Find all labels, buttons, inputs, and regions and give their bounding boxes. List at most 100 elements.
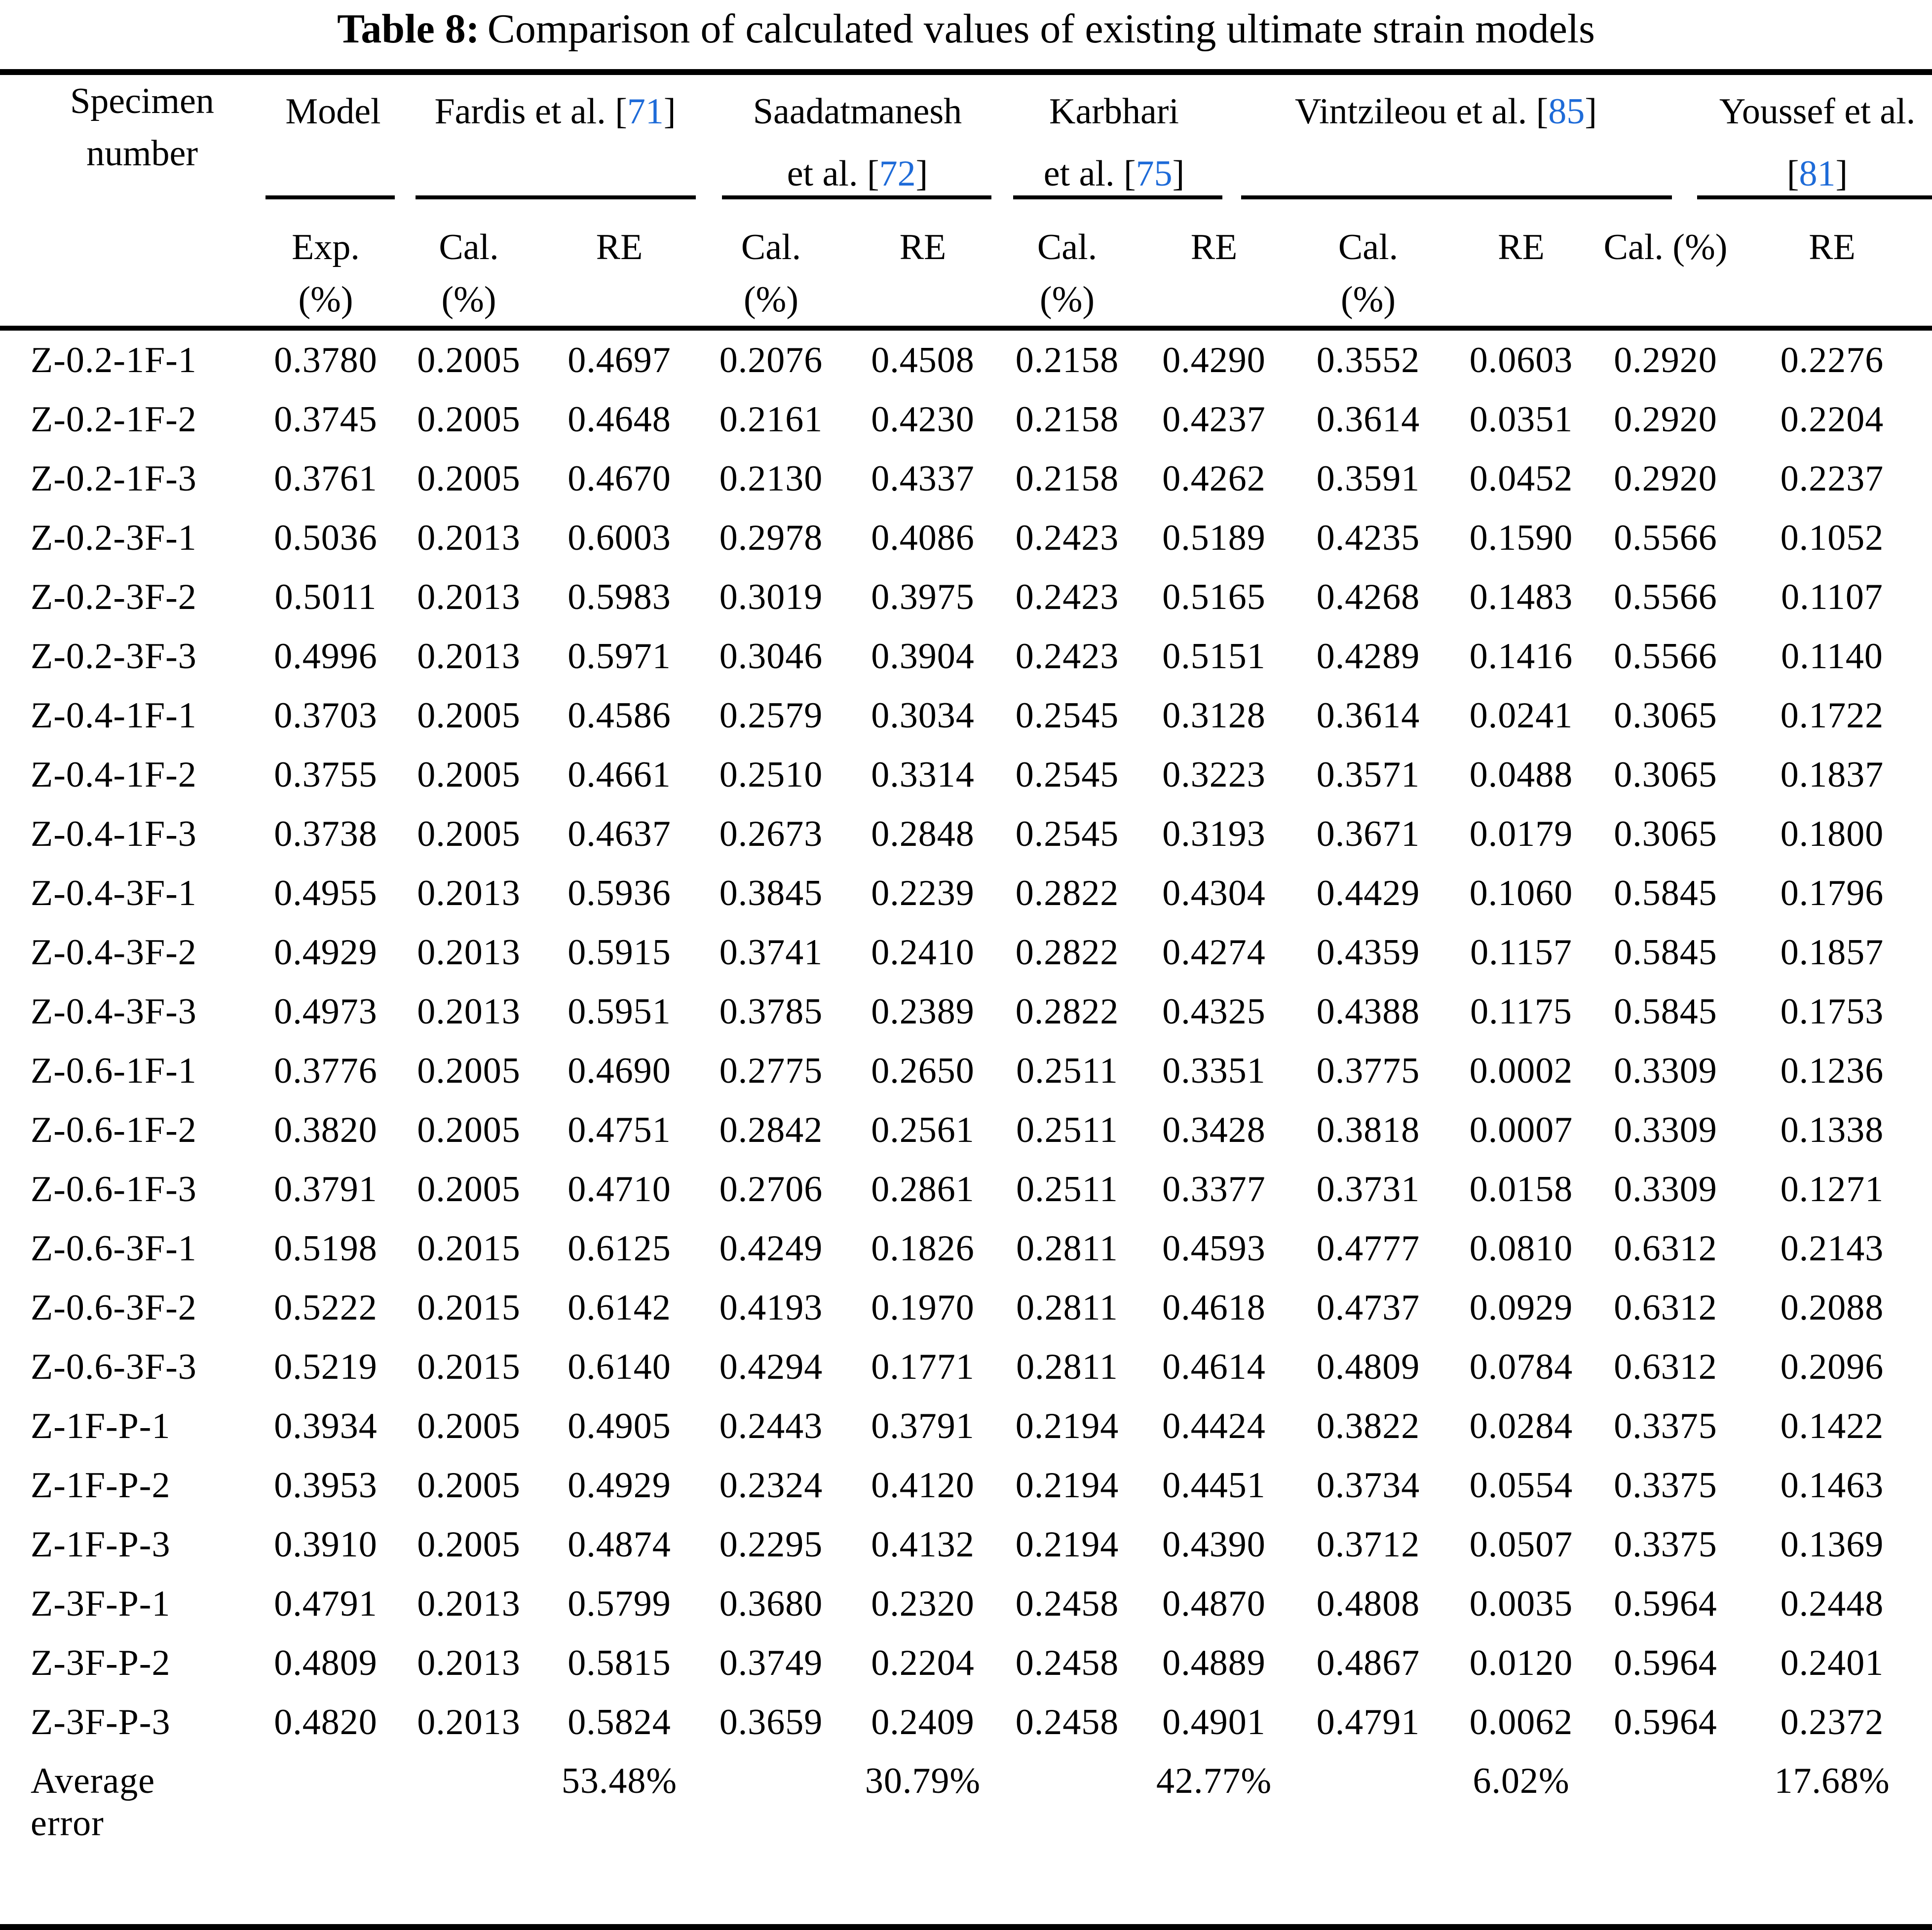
karbhari-cal-cell: 0.2811: [1016, 1346, 1118, 1387]
table-row: Z-0.4-1F-2 0.3755 0.2005 0.4661 0.2510 0…: [0, 745, 1932, 804]
empty-cell: [1599, 1752, 1733, 1930]
column-group-karbhari: Karbhari et al. [75]: [999, 69, 1293, 199]
table-row: Z-0.2-3F-2 0.5011 0.2013 0.5983 0.3019 0…: [0, 568, 1932, 627]
column-header-vintzileou-re: RE: [1443, 199, 1599, 331]
youssef-re-cell: 0.2448: [1780, 1583, 1884, 1624]
group-underline: [416, 195, 696, 199]
column-header-saadatmanesh-re: RE: [846, 199, 1000, 331]
karbhari-re-cell: 0.4274: [1162, 932, 1266, 973]
subheader-line2: (%): [298, 279, 353, 320]
group-saadatmanesh-label: Saadatmanesh: [753, 91, 962, 132]
karbhari-re-cell: 0.4618: [1162, 1287, 1266, 1328]
saadatmanesh-re-cell: 0.4086: [871, 517, 975, 558]
subheader-line1: Cal.: [439, 227, 499, 267]
karbhari-cal-cell: 0.2511: [1016, 1169, 1118, 1210]
citation-link-75[interactable]: 75: [1136, 153, 1173, 194]
saadatmanesh-cal-cell: 0.2130: [719, 458, 823, 499]
exp-cell: 0.3820: [274, 1109, 378, 1150]
karbhari-cal-cell: 0.2822: [1015, 991, 1119, 1032]
subheader-line1: RE: [1190, 227, 1238, 267]
karbhari-re-cell: 0.4424: [1162, 1405, 1266, 1446]
vintzileou-cal-cell: 0.4808: [1316, 1583, 1420, 1624]
youssef-re-cell: 0.1236: [1780, 1050, 1884, 1091]
fardis-cal-cell: 0.2005: [417, 695, 521, 736]
exp-cell: 0.4820: [274, 1702, 378, 1742]
karbhari-cal-cell: 0.2423: [1015, 517, 1119, 558]
saadatmanesh-cal-cell: 0.2673: [719, 813, 823, 854]
fardis-re-cell: 0.5983: [568, 576, 671, 617]
youssef-cal-cell: 0.2920: [1614, 399, 1717, 440]
fardis-cal-cell: 0.2005: [417, 813, 521, 854]
citation-link-71[interactable]: 71: [627, 91, 664, 132]
citation-link-81[interactable]: 81: [1799, 153, 1836, 194]
exp-cell: 0.4955: [274, 872, 378, 913]
saadatmanesh-re-cell: 0.4508: [871, 340, 975, 380]
column-header-saadatmanesh-cal: Cal. (%): [696, 199, 846, 331]
fardis-re-cell: 0.5951: [568, 991, 671, 1032]
specimen-cell: Z-0.4-1F-3: [31, 813, 197, 854]
vintzileou-cal-cell: 0.3712: [1316, 1524, 1420, 1565]
specimen-header-line1: Specimen: [70, 81, 214, 121]
youssef-re-cell: 0.1338: [1780, 1109, 1884, 1150]
table-caption-text: Comparison of calculated values of exist…: [487, 6, 1595, 52]
exp-cell: 0.4791: [274, 1583, 378, 1624]
karbhari-cal-cell: 0.2458: [1015, 1702, 1119, 1742]
subheader-line1: RE: [596, 227, 643, 267]
empty-cell: [1293, 1752, 1444, 1930]
youssef-re-cell: 0.1140: [1781, 636, 1883, 677]
bracket-close: ]: [663, 91, 676, 132]
youssef-re-cell: 0.1857: [1780, 932, 1884, 973]
youssef-cal-cell: 0.5845: [1614, 872, 1717, 913]
exp-cell: 0.5219: [274, 1346, 378, 1387]
table-row: Z-0.6-1F-2 0.3820 0.2005 0.4751 0.2842 0…: [0, 1100, 1932, 1160]
citation-link-85[interactable]: 85: [1548, 91, 1585, 132]
fardis-re-cell: 0.5799: [568, 1583, 671, 1624]
karbhari-cal-cell: 0.2194: [1015, 1405, 1119, 1446]
fardis-re-cell: 0.4874: [568, 1524, 671, 1565]
exp-cell: 0.5222: [274, 1287, 378, 1328]
fardis-re-cell: 0.4929: [568, 1465, 671, 1506]
group-fardis-label: Fardis et al.: [434, 91, 606, 132]
column-header-vintzileou-cal: Cal. (%): [1293, 199, 1444, 331]
saadatmanesh-cal-cell: 0.2579: [719, 695, 823, 736]
fardis-re-cell: 0.4670: [568, 458, 671, 499]
vintzileou-re-cell: 0.0603: [1469, 340, 1573, 380]
saadatmanesh-cal-cell: 0.2076: [719, 340, 823, 380]
vintzileou-re-cell: 0.1416: [1469, 636, 1573, 677]
exp-cell: 0.3953: [274, 1465, 378, 1506]
subheader-line2: (%): [441, 279, 496, 320]
exp-cell: 0.5011: [274, 576, 377, 617]
subheader-line1: Cal.: [1037, 227, 1098, 267]
group-model-label: Model: [285, 91, 381, 132]
karbhari-cal-cell: 0.2458: [1015, 1642, 1119, 1683]
youssef-re-cell: 0.2401: [1780, 1642, 1884, 1683]
vintzileou-re-cell: 0.0784: [1469, 1346, 1573, 1387]
saadatmanesh-cal-cell: 0.3019: [719, 576, 823, 617]
subheader-line1: RE: [1809, 227, 1856, 267]
youssef-cal-cell: 0.3375: [1614, 1465, 1717, 1506]
fardis-cal-cell: 0.2013: [417, 1702, 521, 1742]
citation-link-72[interactable]: 72: [879, 153, 916, 194]
fardis-cal-cell: 0.2005: [417, 1524, 521, 1565]
table-row: Z-0.2-1F-2 0.3745 0.2005 0.4648 0.2161 0…: [0, 390, 1932, 449]
column-group-model: Model: [257, 69, 395, 199]
table-row: Z-0.2-3F-3 0.4996 0.2013 0.5971 0.3046 0…: [0, 627, 1932, 686]
fardis-cal-cell: 0.2005: [417, 340, 521, 380]
table-row: Z-0.6-3F-1 0.5198 0.2015 0.6125 0.4249 0…: [0, 1219, 1932, 1278]
saadatmanesh-cal-cell: 0.2842: [719, 1109, 823, 1150]
saadatmanesh-cal-cell: 0.2161: [719, 399, 823, 440]
youssef-cal-cell: 0.6312: [1614, 1228, 1717, 1269]
table-row: Z-1F-P-2 0.3953 0.2005 0.4929 0.2324 0.4…: [0, 1456, 1932, 1515]
table-row: Z-0.2-1F-3 0.3761 0.2005 0.4670 0.2130 0…: [0, 449, 1932, 508]
group-karbhari-label: Karbhari: [1049, 91, 1179, 132]
vintzileou-re-cell: 0.1157: [1470, 932, 1572, 973]
group-underline: [1697, 195, 1932, 199]
bracket-open: [: [1786, 153, 1799, 194]
table-row: Z-0.4-3F-3 0.4973 0.2013 0.5951 0.3785 0…: [0, 982, 1932, 1041]
table-row: Z-0.2-1F-1 0.3780 0.2005 0.4697 0.2076 0…: [0, 328, 1932, 390]
table-row: Z-3F-P-2 0.4809 0.2013 0.5815 0.3749 0.2…: [0, 1633, 1932, 1693]
youssef-cal-cell: 0.2920: [1614, 340, 1717, 380]
saadatmanesh-cal-cell: 0.2706: [719, 1169, 823, 1210]
vintzileou-re-cell: 0.0035: [1469, 1583, 1573, 1624]
